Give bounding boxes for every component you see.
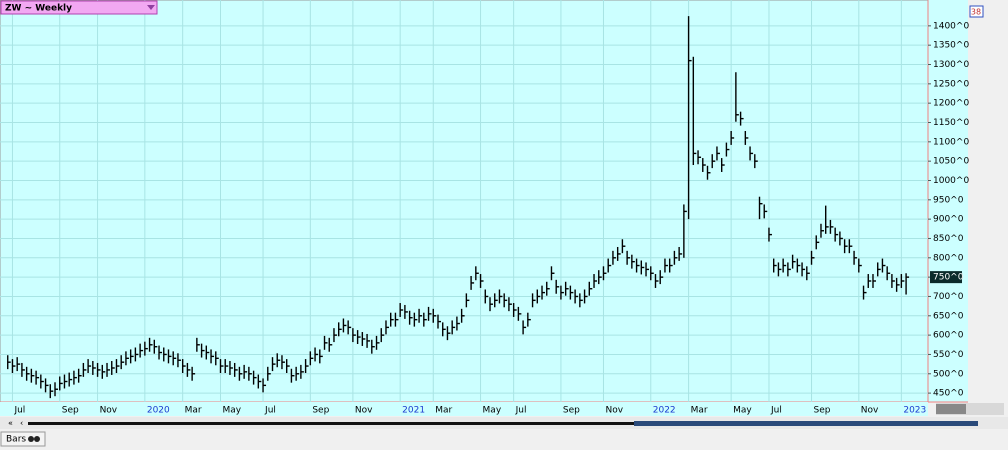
y-tick-label: 1050^0 xyxy=(933,157,969,167)
badge[interactable] xyxy=(969,5,984,18)
y-tick-label: 700^0 xyxy=(933,292,964,302)
y-tick-label: 550^0 xyxy=(933,350,964,360)
x-tick-label: Jul xyxy=(770,406,782,416)
x-tick-label: Nov xyxy=(355,406,373,416)
x-tick-label: Sep xyxy=(563,406,580,416)
y-tick-label: 800^0 xyxy=(933,253,964,263)
x-tick-label: May xyxy=(733,406,752,416)
x-tick-label: Sep xyxy=(814,406,831,416)
y-tick-label: 1400^0 xyxy=(933,21,969,31)
last-price-box xyxy=(930,271,962,284)
scroll-step[interactable]: ‹ xyxy=(20,419,23,428)
x-tick-label: Nov xyxy=(100,406,118,416)
tab-label[interactable]: Bars xyxy=(6,435,26,445)
x-tick-label: 2022 xyxy=(653,406,676,416)
x-tick-label: Mar xyxy=(435,406,452,416)
y-tick-label: 950^0 xyxy=(933,195,964,205)
y-tick-label: 1000^0 xyxy=(933,176,969,186)
x-tick-label: Jul xyxy=(13,406,25,416)
last-price-label: 750^0 xyxy=(933,273,964,283)
symbol-box[interactable] xyxy=(0,0,158,15)
x-tick-label: Jul xyxy=(515,406,527,416)
x-tick-label: Sep xyxy=(312,406,329,416)
y-tick-label: 1100^0 xyxy=(933,137,969,147)
x-tick-label: Sep xyxy=(62,406,79,416)
tab-icon xyxy=(28,436,34,442)
x-tick-label: 2020 xyxy=(147,406,170,416)
y-tick-label: 500^0 xyxy=(933,369,964,379)
chart-title: ZW ~ Weekly xyxy=(5,4,72,14)
toolbar-slot xyxy=(936,404,966,414)
y-tick-label: 1300^0 xyxy=(933,60,969,70)
tab[interactable] xyxy=(0,431,46,447)
x-tick-label: Mar xyxy=(185,406,202,416)
x-tick-label: 2023 xyxy=(903,406,926,416)
x-tick-label: Nov xyxy=(605,406,623,416)
x-tick-label: May xyxy=(483,406,502,416)
x-tick-label: 2021 xyxy=(402,406,425,416)
x-tick-label: Nov xyxy=(861,406,879,416)
scroll-thumb[interactable] xyxy=(634,421,978,426)
plot-area xyxy=(0,0,929,403)
x-tick-label: Jul xyxy=(264,406,276,416)
scroll-left[interactable]: « xyxy=(8,419,13,428)
dropdown-arrow[interactable] xyxy=(147,5,155,10)
y-tick-label: 1150^0 xyxy=(933,118,969,128)
y-tick-label: 450^0 xyxy=(933,389,964,399)
y-tick-label: 900^0 xyxy=(933,215,964,225)
x-axis-panel xyxy=(0,402,928,416)
y-tick-label: 850^0 xyxy=(933,234,964,244)
y-axis-panel xyxy=(928,0,968,402)
y-tick-label: 1250^0 xyxy=(933,79,969,89)
tab-icon xyxy=(34,436,40,442)
y-tick-label: 1200^0 xyxy=(933,99,969,109)
x-tick-label: May xyxy=(222,406,241,416)
scroll-track[interactable] xyxy=(28,422,978,425)
y-tick-label: 600^0 xyxy=(933,331,964,341)
badge-text: 38 xyxy=(971,8,981,17)
y-tick-label: 1350^0 xyxy=(933,41,969,51)
y-tick-label: 650^0 xyxy=(933,311,964,321)
x-tick-label: Mar xyxy=(691,406,708,416)
